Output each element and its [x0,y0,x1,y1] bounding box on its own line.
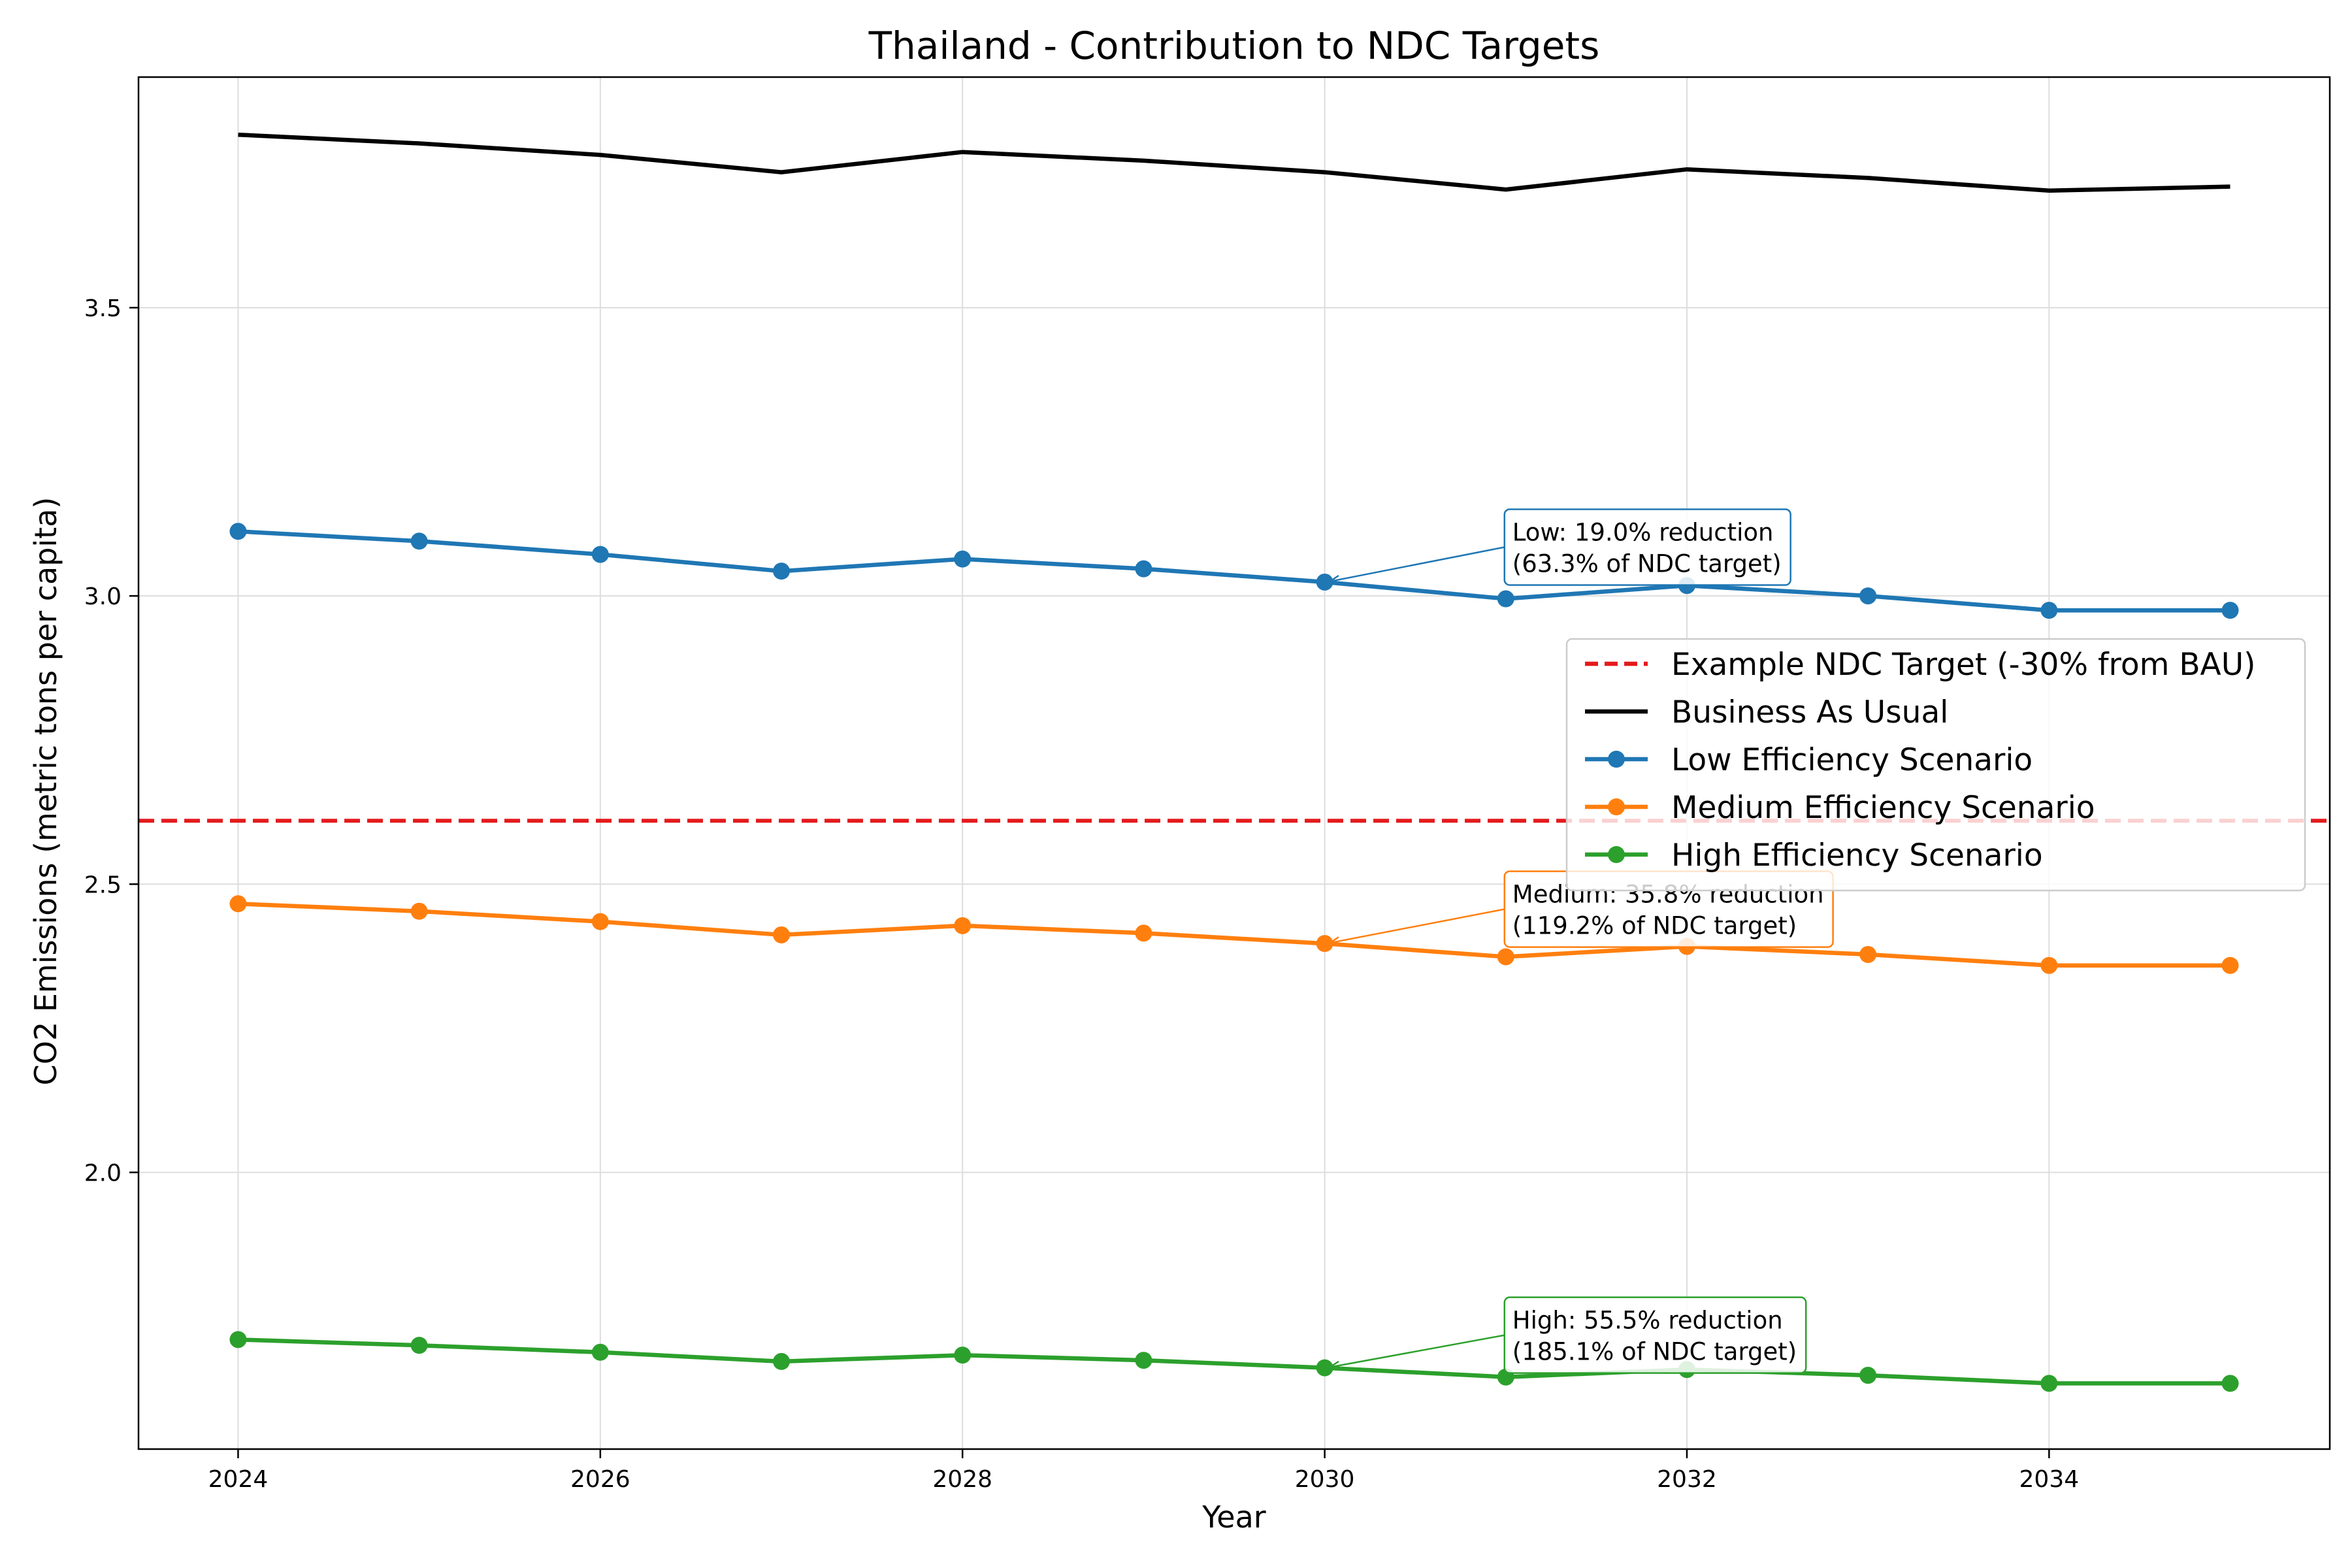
annotation-text: High: 55.5% reduction [1512,1307,1783,1335]
legend-item: Low Efficiency Scenario [1585,742,2033,778]
annotation-text: (119.2% of NDC target) [1512,912,1797,940]
data-point [2040,602,2058,619]
series-high-efficiency-scenario [229,1331,2239,1392]
data-point [773,926,791,943]
x-tick-label: 2030 [1295,1466,1355,1493]
data-point [229,523,247,540]
data-point [1135,1352,1152,1369]
data-point [1316,1359,1333,1377]
legend-item: Example NDC Target (-30% from BAU) [1585,647,2255,683]
annotation-text: Low: 19.0% reduction [1512,518,1774,546]
y-tick-label: 2.0 [84,1160,122,1186]
data-point [773,563,791,580]
legend-box [1565,638,2306,892]
data-point [410,532,428,550]
legend-label: Business As Usual [1671,694,1948,730]
series-medium-efficiency-scenario [229,895,2239,974]
y-axis-label: CO2 Emissions (metric tons per capita) [28,497,63,1086]
x-tick-label: 2026 [570,1466,630,1493]
annotation-arrow [1330,1334,1505,1368]
annotation-text: (185.1% of NDC target) [1512,1338,1797,1366]
legend-item: High Efficiency Scenario [1585,838,2043,874]
axes: 2024 2026 2028 2030 2032 2034 2.0 2.5 3.0 3.5 [84,76,2331,1493]
data-point [1316,573,1333,591]
data-point [229,1331,247,1348]
series-line [238,1337,2230,1386]
series-lines [229,132,2239,1392]
data-point [2040,1375,2058,1392]
legend-item: Medium Efficiency Scenario [1585,790,2095,826]
legend: Example NDC Target (-30% from BAU) Busine… [1565,638,2306,892]
annotation: High: 55.5% reduction (185.1% of NDC targ… [1328,1296,1807,1374]
data-point [1859,945,1877,963]
x-tick-label: 2034 [2019,1466,2080,1493]
data-point [2040,956,2058,974]
data-point [1497,948,1514,966]
data-point [229,895,247,913]
chart-title: Thailand - Contribution to NDC Targets [868,24,1600,68]
annotation-arrow [1330,908,1505,944]
data-point [954,550,972,568]
y-tick-label: 3.0 [84,583,122,610]
series-line [238,529,2230,613]
data-point [410,902,428,920]
series-line [238,902,2230,968]
data-point [1497,590,1514,608]
annotation-arrowhead [1328,1360,1341,1371]
data-point [1135,560,1152,578]
annotation: Low: 19.0% reduction (63.3% of NDC target… [1328,508,1791,586]
legend-marker [1608,751,1625,768]
data-point [954,917,972,934]
annotation-arrowhead [1328,574,1341,585]
data-point [2221,1375,2239,1392]
data-point [2221,956,2239,974]
series-line [238,132,2230,193]
x-axis-label: Year [1201,1499,1266,1535]
x-tick-label: 2032 [1657,1466,1717,1493]
legend-label: High Efficiency Scenario [1671,838,2043,874]
legend-item: Business As Usual [1585,694,1948,730]
x-tick-label: 2028 [932,1466,992,1493]
data-point [591,1343,609,1361]
data-point [954,1347,972,1364]
data-point [591,913,609,930]
data-point [1135,924,1152,942]
plot-frame [137,76,2331,1450]
annotation-arrowhead [1328,936,1341,946]
data-point [591,546,609,563]
legend-label: Example NDC Target (-30% from BAU) [1671,647,2255,683]
legend-marker [1608,846,1625,863]
y-tick-label: 3.5 [84,295,122,322]
series-business-as-usual [238,132,2230,193]
annotation-text: (63.3% of NDC target) [1512,549,1782,578]
legend-label: Medium Efficiency Scenario [1671,790,2095,826]
data-point [2221,602,2239,619]
data-point [773,1352,791,1370]
data-point [410,1337,428,1354]
legend-marker [1608,798,1625,815]
data-point [1859,587,1877,605]
x-tick-label: 2024 [208,1466,269,1493]
data-point [1316,935,1333,953]
data-point [1859,1367,1877,1384]
annotation-arrow [1330,546,1505,583]
legend-label: Low Efficiency Scenario [1671,742,2033,778]
y-tick-label: 2.5 [84,872,122,898]
